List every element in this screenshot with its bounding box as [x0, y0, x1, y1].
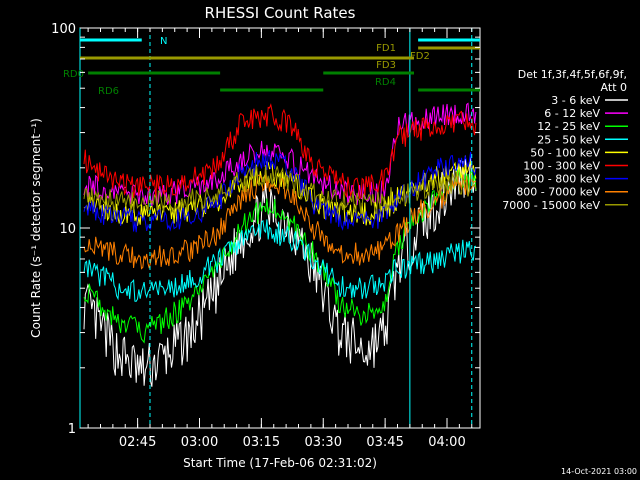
state-label-n: N [160, 36, 167, 47]
x-tick-label-5: 04:00 [428, 435, 465, 450]
y-tick-label-1: 10 [59, 222, 76, 237]
x-axis-label: Start Time (17-Feb-06 02:31:02) [183, 456, 377, 470]
x-tick-label-4: 03:45 [366, 435, 403, 450]
state-label-rd4: RD4 [375, 77, 396, 88]
state-label-fd2: FD2 [410, 51, 430, 62]
legend-label-8: 7000 - 15000 keV [502, 199, 600, 212]
series-line-7 [83, 172, 477, 270]
legend-label-5: 100 - 300 keV [523, 160, 600, 173]
timestamp: 14-Oct-2021 03:00 [561, 467, 637, 476]
series-layer [83, 102, 477, 387]
state-bars-layer: N FD1 FD2 FD3 RD0 RD4 RD6 [63, 36, 480, 97]
series-line-5 [83, 103, 477, 200]
x-tick-label-3: 03:30 [305, 435, 342, 450]
plot-area: N FD1 FD2 FD3 RD0 RD4 RD6 02:45 03:00 03:15 03:30… [51, 22, 481, 450]
legend: Det 1f,3f,4f,5f,6f,9f, Att 0 3 - 6 keV6 … [502, 68, 628, 212]
ticks-layer: 02:45 03:00 03:15 03:30 03:45 04:00 1 10 100 [51, 22, 480, 450]
x-tick-label-0: 02:45 [119, 435, 156, 450]
state-label-rd6: RD6 [98, 86, 119, 97]
y-axis-label: Count Rate (s⁻¹ detector segment⁻¹) [29, 118, 43, 338]
legend-label-2: 12 - 25 keV [537, 120, 600, 133]
y-tick-label-0: 1 [68, 422, 76, 437]
x-tick-label-2: 03:15 [243, 435, 280, 450]
legend-label-6: 300 - 800 keV [523, 173, 600, 186]
legend-label-3: 25 - 50 keV [537, 133, 600, 146]
state-label-rd0: RD0 [63, 69, 84, 80]
legend-label-0: 3 - 6 keV [551, 94, 600, 107]
legend-header-line-1: Det 1f,3f,4f,5f,6f,9f, [518, 68, 627, 81]
x-tick-label-1: 03:00 [181, 435, 218, 450]
chart-title: RHESSI Count Rates [205, 4, 356, 22]
legend-label-4: 50 - 100 keV [530, 146, 600, 159]
series-line-3 [83, 219, 477, 302]
legend-header-line-2: Att 0 [601, 81, 627, 94]
series-line-8 [83, 164, 477, 215]
y-tick-label-2: 100 [51, 22, 76, 37]
legend-label-1: 6 - 12 keV [544, 107, 600, 120]
plot-frame [79, 27, 481, 429]
legend-label-7: 800 - 7000 keV [516, 186, 600, 199]
state-label-fd3: FD3 [376, 60, 396, 71]
state-label-fd1: FD1 [376, 43, 396, 54]
series-line-6 [83, 150, 477, 233]
series-line-4 [83, 160, 477, 226]
series-line-2 [83, 167, 477, 344]
